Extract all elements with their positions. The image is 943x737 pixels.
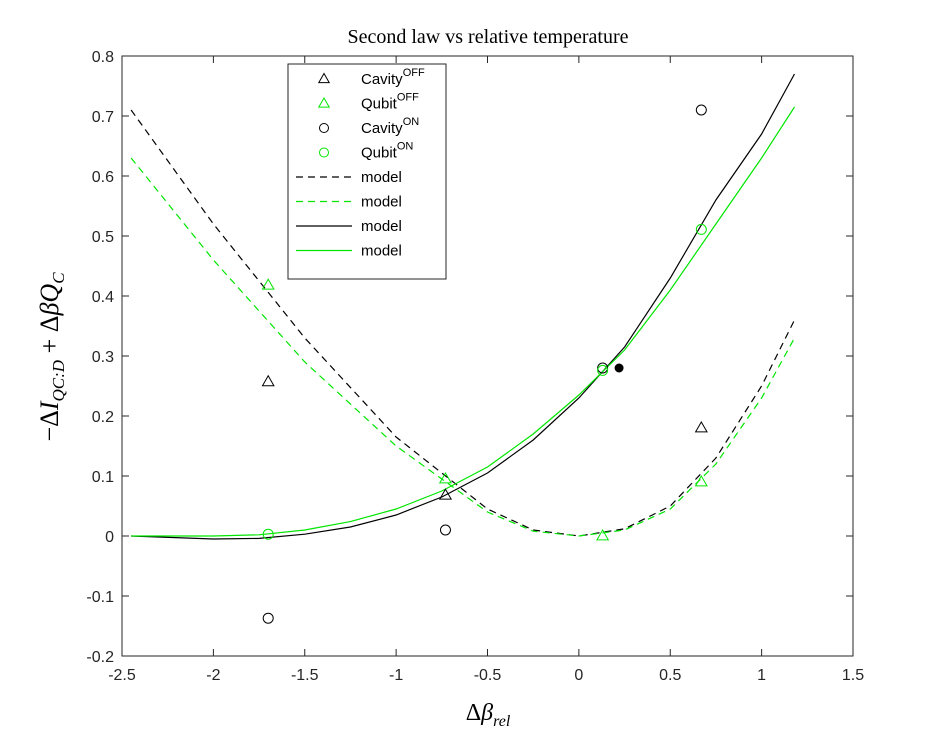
legend-series-name: model: [361, 169, 402, 186]
series-5-model-line: [130, 157, 796, 537]
y-label-I: I: [35, 400, 64, 411]
series-2-circle-point: [597, 362, 609, 374]
series-1-triangle-point: [438, 471, 453, 484]
legend-series-name: Qubit: [361, 96, 398, 113]
series-3-circle-point: [262, 528, 274, 540]
y-tick-label: 0.1: [92, 469, 114, 486]
x-tick-label: -2.5: [108, 667, 136, 684]
y-tick-label: 0.3: [92, 349, 114, 366]
series-2-circle-point: [262, 612, 274, 624]
legend-series-superscript: ON: [397, 141, 414, 153]
legend-series-name: Cavity: [361, 120, 403, 137]
legend-series-name: model: [361, 194, 402, 211]
y-tick-label: 0.2: [92, 409, 114, 426]
series-0-triangle-point: [438, 488, 453, 500]
legend-label: model: [361, 243, 402, 260]
series-3-circle-point: [597, 364, 609, 376]
x-tick-label: 0: [574, 667, 583, 684]
legend-circle-marker: [319, 147, 329, 158]
y-label-minus-delta: −Δ: [35, 410, 64, 441]
x-tick-label: -1: [389, 667, 403, 684]
highlight-dot: [614, 363, 624, 373]
series-2-circle-point: [439, 524, 451, 536]
legend-triangle-marker: [317, 96, 331, 108]
series-2-circle-point: [695, 104, 707, 116]
legend-label: QubitOFF: [361, 92, 419, 113]
y-tick-label: 0.5: [92, 229, 114, 246]
chart-title: Second law vs relative temperature: [348, 26, 629, 48]
legend-triangle-marker: [317, 72, 331, 84]
y-label-sub-c: C: [49, 272, 68, 284]
series-6-model-line: [131, 73, 796, 540]
y-tick-label: -0.1: [86, 589, 114, 606]
y-label-sub-qcd: QC:D: [49, 359, 68, 401]
y-tick-label: 0: [105, 529, 114, 546]
series-1-triangle-point: [596, 528, 610, 541]
x-tick-label: 1: [757, 667, 766, 684]
series-7-model-line: [131, 106, 796, 537]
legend-series-superscript: OFF: [403, 67, 425, 79]
x-tick-label: -2: [206, 667, 220, 684]
legend-series-superscript: ON: [403, 116, 420, 128]
legend-circle-marker: [319, 123, 329, 133]
legend-series-name: Cavity: [361, 71, 403, 88]
legend-label: model: [361, 218, 402, 235]
plot-area: [130, 73, 796, 624]
x-label-beta: β: [480, 700, 493, 726]
x-label-sub: rel: [493, 713, 511, 730]
x-tick-label: 0.5: [659, 667, 681, 684]
x-tick-label: -0.5: [474, 667, 502, 684]
y-tick-label: 0.4: [92, 289, 114, 306]
series-1-triangle-point: [694, 474, 708, 487]
series-1-triangle-point: [261, 278, 275, 290]
y-tick-label: -0.2: [86, 649, 114, 666]
legend-label: CavityOFF: [361, 67, 425, 88]
x-tick-label: 1.5: [842, 667, 864, 684]
legend-series-name: model: [361, 243, 402, 260]
series-3-circle-point: [695, 223, 707, 235]
legend-label: model: [361, 194, 402, 211]
legend-series-name: Qubit: [361, 145, 398, 162]
y-tick-label: 0.8: [92, 49, 114, 66]
series-0-triangle-point: [261, 374, 275, 387]
axes: -2.5 -2 -1.5 -1 -0.5 0 0.5 1 1.5 -0.2 -0.1 0 0.1 0.2 0…: [86, 49, 864, 684]
legend-series-superscript: OFF: [397, 92, 419, 104]
legend-label: QubitON: [361, 141, 413, 162]
y-axis-label: −ΔIQC:D + ΔβQC: [35, 272, 68, 442]
y-label-plus-delta: + Δ: [35, 316, 64, 360]
x-label-delta: Δ: [466, 700, 481, 726]
y-label-betaQ: βQ: [35, 284, 64, 317]
x-tick-label: -1.5: [291, 667, 319, 684]
legend-series-name: model: [361, 218, 402, 235]
legend-label: CavityON: [361, 116, 419, 137]
x-axis-label: Δβrel: [466, 700, 511, 730]
series-0-triangle-point: [694, 420, 708, 433]
legend: CavityOFFQubitOFFCavityONQubitONmodelmod…: [287, 63, 447, 280]
y-tick-label: 0.7: [92, 109, 114, 126]
legend-box: [287, 63, 447, 280]
legend-label: model: [361, 169, 402, 186]
y-tick-label: 0.6: [92, 169, 114, 186]
